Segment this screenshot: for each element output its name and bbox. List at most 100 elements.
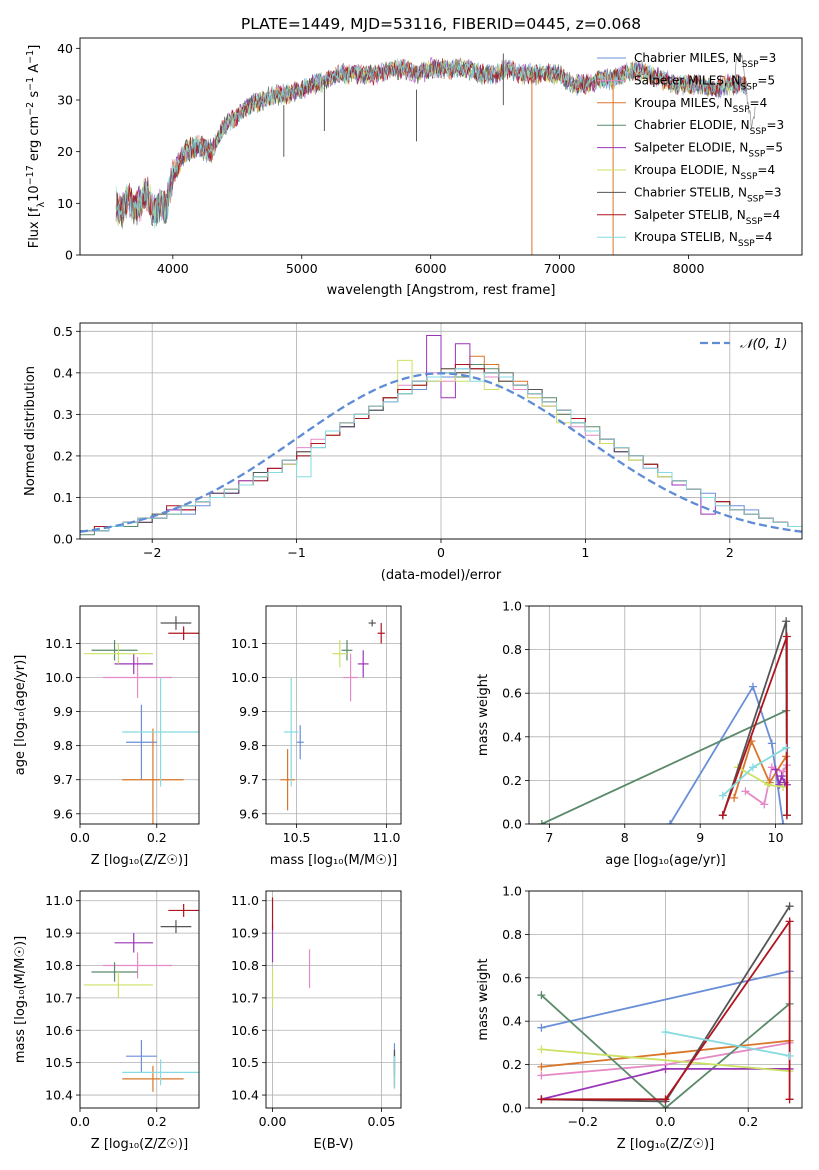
errorbar-point [126,1039,157,1073]
legend-label-sub: SSP [738,239,755,249]
errorbar-point [83,643,153,664]
legend-label-text: Kroupa MILES, N [634,96,733,110]
histogram-step [80,368,802,532]
y-tick-label: 9.8 [239,738,259,753]
axes-age_vs_Z: 0.0 0.2 9.6 9.7 9.8 9.9 10.0 10.1 [45,605,200,845]
legend-label-suffix: =4 [750,96,768,110]
x-tick-label: 7 [545,830,553,845]
x-axis-label: mass [log₁₀(M/M☉)] [270,853,397,868]
x-tick-label: 0 [437,545,445,560]
y-tick-label: 20 [57,144,73,159]
weight-point-marker [666,820,675,824]
x-tick-label: 0.2 [738,1114,758,1129]
y-tick-label: 10.4 [231,1088,259,1103]
axes-frame [79,890,200,1109]
weight-series-line [541,709,787,824]
errorbar-point [160,616,192,630]
plot-area-weight_vs_age [537,617,791,824]
weight-point-marker [661,1064,670,1073]
legend-label-sub: SSP [741,172,758,182]
axes-mass_vs_Z: 0.0 0.2 10.4 10.5 10.6 10.7 10.8 10.9 11.0 [45,890,200,1129]
y-tick-label: 9.7 [239,772,259,787]
y-axis-label-part: −1 [25,50,36,64]
y-tick-label: 1.0 [502,884,522,899]
axes-frame [528,890,803,1109]
legend-label: Chabrier STELIB, NSSP=3 [634,185,782,204]
errorbar-point [103,657,173,698]
legend-label-suffix: =5 [765,141,783,155]
y-tick-label: 10.0 [45,670,73,685]
weight-point-marker [779,767,788,776]
y-tick-label: 10.8 [45,958,73,973]
errorbar-point [126,704,157,780]
weight-series-line [541,918,791,1101]
x-tick-label: −0.2 [568,1114,598,1129]
errorbar-point [91,962,138,982]
errorbar-point [357,650,369,678]
legend-label-suffix: =4 [757,163,775,177]
y-tick-label: 0.2 [502,1057,522,1072]
legend-label-text: Kroupa ELODIE, N [634,163,741,177]
x-tick-label: 11.0 [373,830,401,845]
errorbar-point [83,971,153,998]
x-tick-label: 8000 [673,261,705,276]
y-tick-label: 0.0 [53,532,73,547]
y-tick-label: 10.6 [231,1023,259,1038]
y-tick-label: 11.0 [45,893,73,908]
errorbar-point [103,952,173,979]
y-axis-label: Flux [fλ10−17 erg cm−2 s−1 A−1] [25,45,47,249]
axes-frame [79,322,803,540]
weight-point-marker [730,793,739,802]
legend-label: Chabrier MILES, NSSP=3 [634,51,776,70]
weight-point-marker [661,1095,670,1104]
axes-spectrum: 4000 5000 6000 7000 8000 0 10 20 30 40 [57,37,803,276]
errorbar-point [284,677,299,787]
y-tick-label: 0.5 [53,324,73,339]
figure-title: PLATE=1449, MJD=53116, FIBERID=0445, z=0… [241,15,641,33]
y-tick-label: 0.2 [53,448,73,463]
y-axis-label-part: −1 [25,77,36,91]
y-tick-label: 0.6 [502,970,522,985]
y-tick-label: 10.0 [231,670,259,685]
weight-point-marker [785,1051,794,1060]
y-tick-label: 10.7 [231,990,259,1005]
axes-frame [265,890,402,1109]
errorbar-point [122,1059,199,1086]
y-tick-label: 10.9 [45,926,73,941]
weight-point-marker [779,782,788,791]
y-tick-label: 10.1 [231,636,259,651]
weight-point-marker [537,1095,546,1104]
x-axis-label: (data-model)/error [381,568,502,583]
weight-point-marker [748,763,757,772]
legend-label: Kroupa MILES, NSSP=4 [634,96,767,115]
y-axis-label: mass weight [476,674,491,756]
errorbar-point [377,623,385,644]
y-tick-label: 1.0 [502,599,522,614]
x-tick-label: 10 [768,830,784,845]
plot-area-residuals [80,335,802,536]
legend-label-suffix: =4 [755,230,773,244]
weight-point-marker [782,632,791,641]
x-tick-label: 0.0 [70,830,90,845]
legend-label-sub: SSP [746,217,763,227]
weight-point-marker [718,791,727,800]
legend-label: 𝒩(0, 1) [740,337,787,352]
legend-label: Kroupa ELODIE, NSSP=4 [634,163,775,182]
y-axis-label: mass [log₁₀(M/M☉)] [13,936,28,1063]
weight-point-marker [741,787,750,796]
errorbar-point [168,626,199,641]
y-tick-label: 0.6 [502,686,522,701]
legend-label-sub: SSP [733,105,750,115]
y-tick-label: 40 [57,41,73,56]
axes-frame [265,605,402,825]
x-tick-label: 1 [581,545,589,560]
y-tick-label: 0.1 [53,490,73,505]
x-tick-label: 0.0 [656,1114,676,1129]
axes-residuals: −2 −1 0 1 2 0.0 0.1 0.2 0.3 0.4 0.5 [53,322,803,560]
x-tick-label: 7000 [544,261,576,276]
x-axis-label: age [log₁₀(age/yr)] [605,853,726,868]
y-axis-label-part: λ [36,201,47,207]
weight-point-marker [767,739,776,748]
y-axis-label-part: erg cm [27,116,42,165]
weight-point-marker [661,1049,670,1058]
